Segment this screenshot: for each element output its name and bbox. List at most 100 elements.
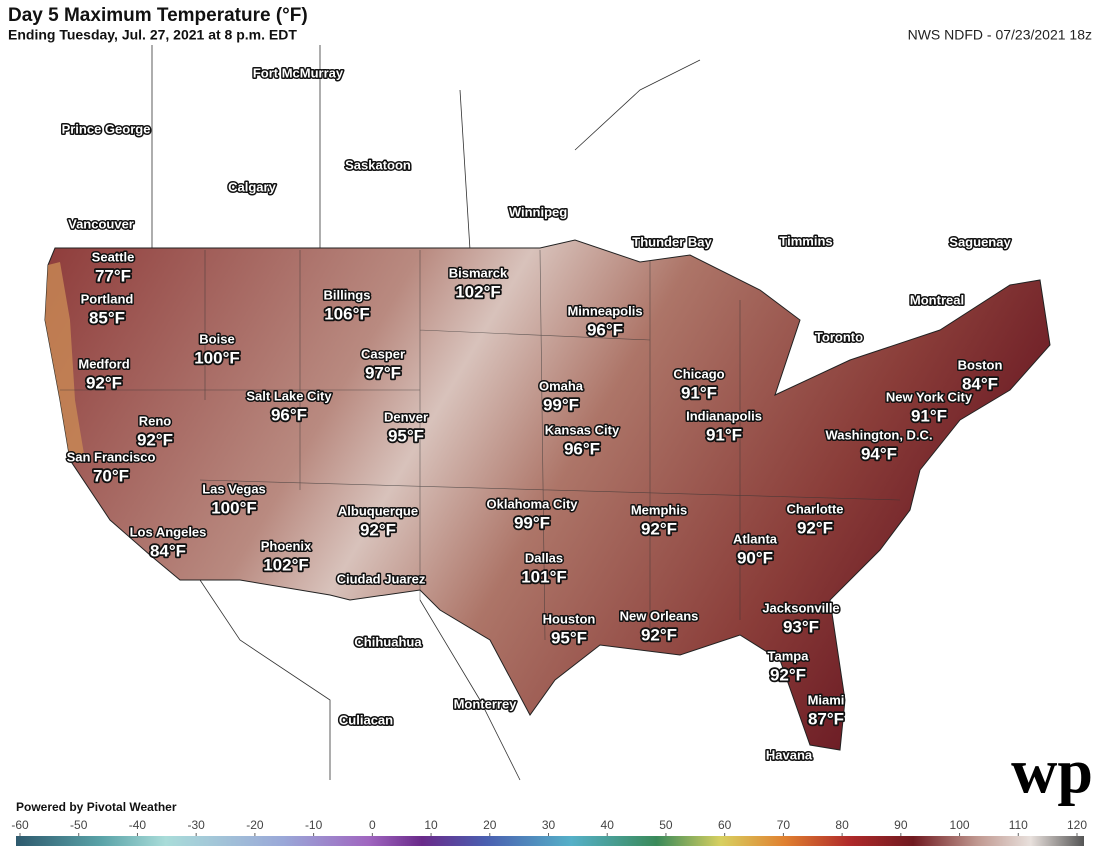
city-temp: 92°F: [360, 520, 396, 539]
place-name: Montreal: [910, 292, 964, 307]
city-name: Billings: [324, 287, 371, 302]
city-temp: 92°F: [86, 373, 122, 392]
scale-label: -20: [246, 818, 264, 832]
borders: [151, 45, 701, 781]
place-name: Thunder Bay: [632, 234, 712, 249]
city-name: Denver: [384, 409, 428, 424]
city-temp: 100°F: [194, 348, 240, 367]
place-name: Fort McMurray: [253, 65, 344, 80]
scale-label: 50: [659, 818, 673, 832]
city-name: Bismarck: [449, 265, 508, 280]
city-temp: 93°F: [783, 617, 819, 636]
city-temp: 84°F: [150, 541, 186, 560]
city-temp: 96°F: [271, 405, 307, 424]
city-name: Salt Lake City: [246, 388, 332, 403]
subtitle: Ending Tuesday, Jul. 27, 2021 at 8 p.m. …: [8, 27, 297, 43]
city-temp: 84°F: [962, 374, 998, 393]
place-name: Saskatoon: [345, 157, 411, 172]
us-temperature-field: [44, 239, 1051, 751]
place-name: Winnipeg: [509, 204, 567, 219]
city-name: Miami: [808, 692, 845, 707]
city-temp: 92°F: [770, 665, 806, 684]
scale-label: 10: [424, 818, 438, 832]
city-name: Houston: [543, 611, 596, 626]
city-name: Minneapolis: [567, 303, 642, 318]
city-temp: 101°F: [521, 567, 567, 586]
city-temp: 102°F: [455, 282, 501, 301]
scale-label: 90: [894, 818, 908, 832]
coastal-band: [45, 262, 85, 460]
place-name: Prince George: [62, 121, 151, 136]
city-name: Reno: [139, 413, 172, 428]
scale-label: 60: [718, 818, 732, 832]
city-name: Boise: [199, 331, 234, 346]
city-name: Las Vegas: [202, 481, 266, 496]
city-name: New York City: [886, 389, 973, 404]
place-name: Ciudad Juarez: [337, 571, 426, 586]
city-name: Chicago: [673, 366, 724, 381]
scale-bar: [16, 836, 1084, 846]
city-name: Casper: [361, 346, 405, 361]
city-name: Tampa: [768, 648, 810, 663]
scale-label: 30: [542, 818, 556, 832]
city-temp: 96°F: [587, 320, 623, 339]
city-name: Boston: [958, 357, 1003, 372]
city-temp: 97°F: [365, 363, 401, 382]
city-name: Atlanta: [733, 531, 778, 546]
city-temp: 99°F: [514, 513, 550, 532]
city-name: New Orleans: [620, 608, 699, 623]
city-name: San Francisco: [67, 449, 156, 464]
scale-label: 80: [835, 818, 849, 832]
scale-label: 110: [1009, 818, 1028, 832]
source: NWS NDFD - 07/23/2021 18z: [908, 27, 1092, 43]
city-temp: 87°F: [808, 709, 844, 728]
city-temp: 91°F: [681, 383, 717, 402]
scale-label: 100: [950, 818, 970, 832]
scale-label: -60: [11, 818, 29, 832]
city-temp: 92°F: [641, 519, 677, 538]
city-name: Albuquerque: [338, 503, 418, 518]
state-lines: [60, 249, 901, 641]
city-name: Oklahoma City: [486, 496, 578, 511]
city-temp: 99°F: [543, 395, 579, 414]
city-temp: 95°F: [551, 628, 587, 647]
place-name: Chihuahua: [354, 634, 422, 649]
city-temp: 92°F: [641, 625, 677, 644]
city-temp: 94°F: [861, 444, 897, 463]
place-name: Vancouver: [68, 216, 134, 231]
scale-label: 20: [483, 818, 497, 832]
place-name: Havana: [766, 747, 813, 762]
city-temp: 77°F: [95, 266, 131, 285]
place-name: Timmins: [779, 233, 832, 248]
city-temp: 91°F: [911, 406, 947, 425]
scale-label: 40: [601, 818, 615, 832]
place-name: Calgary: [228, 179, 276, 194]
city-temp: 106°F: [324, 304, 370, 323]
scale-label: -30: [187, 818, 205, 832]
city-name: Memphis: [631, 502, 687, 517]
place-name: Toronto: [815, 329, 863, 344]
city-temp: 92°F: [797, 518, 833, 537]
scale-label: 0: [369, 818, 376, 832]
city-name: Omaha: [539, 378, 584, 393]
city-name: Medford: [78, 356, 129, 371]
labels: Seattle 77°F Portland 85°F Medford 92°F Boise 1…: [60, 64, 1013, 764]
city-temp: 85°F: [89, 308, 125, 327]
city-name: Seattle: [92, 249, 135, 264]
scale-label: -10: [305, 818, 323, 832]
city-name: Washington, D.C.: [825, 427, 932, 442]
place-name: Saguenay: [949, 234, 1011, 249]
scale-label: 70: [777, 818, 791, 832]
place-name: Monterrey: [454, 696, 518, 711]
city-temp: 90°F: [737, 548, 773, 567]
city-temp: 95°F: [388, 426, 424, 445]
city-name: Los Angeles: [130, 524, 207, 539]
city-temp: 91°F: [706, 425, 742, 444]
credit: Powered by Pivotal Weather: [16, 800, 177, 814]
city-name: Kansas City: [545, 422, 620, 437]
city-temp: 100°F: [211, 498, 257, 517]
city-name: Portland: [81, 291, 134, 306]
city-name: Dallas: [525, 550, 563, 565]
city-name: Indianapolis: [686, 408, 762, 423]
